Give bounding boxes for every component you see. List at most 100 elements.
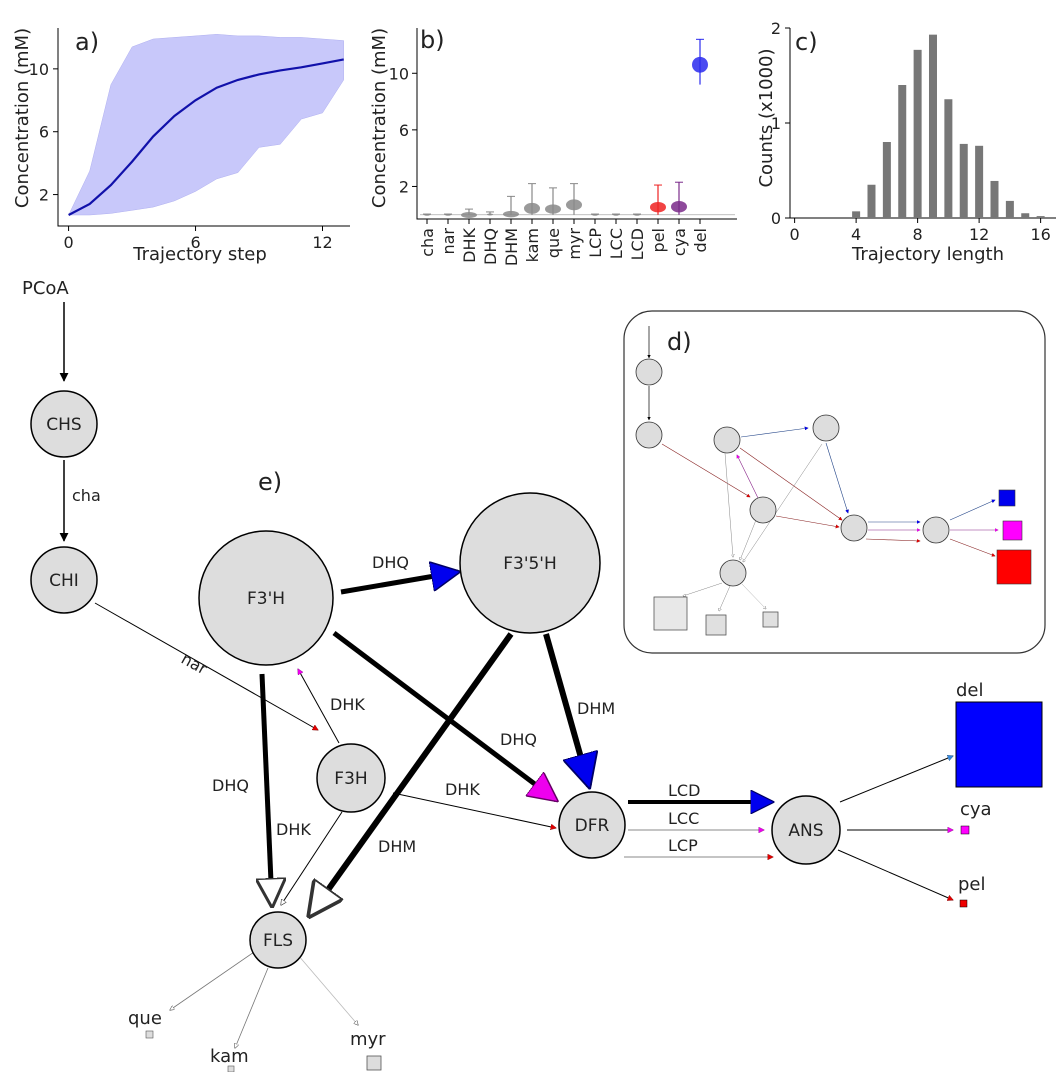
node-label-chi: CHI [49, 571, 79, 591]
inset-node-7 [922, 516, 950, 544]
edge-label-dhq2: DHQ [500, 730, 537, 749]
chart-b-violin-body [461, 212, 477, 219]
product-cya-square [960, 825, 970, 835]
chart-c-bar [990, 180, 999, 218]
edge-label-dhm1: DHM [378, 837, 416, 856]
inset-edge-13 [865, 538, 920, 541]
chart-c-bar [1021, 213, 1030, 218]
inset-edge-10 [743, 443, 823, 562]
chart-b-xtick-label: del [691, 228, 710, 252]
chart-b-xtick-label: cha [418, 228, 437, 257]
inset-node-6 [840, 514, 868, 542]
product-label-pel: pel [958, 874, 986, 895]
inset-edge-17 [683, 582, 723, 596]
chart-a-xlabel: Trajectory step [132, 244, 267, 265]
chart-c-xtick-label: 0 [790, 225, 800, 244]
node-f3h-prime: F3'H [198, 530, 334, 666]
panel-label-c: c) [795, 28, 818, 56]
chart-a-ytick-label: 2 [39, 186, 49, 205]
inset-square-kam [705, 614, 727, 636]
edge-f3h-fls [262, 673, 272, 905]
edge-label-dhq3: DHQ [212, 776, 249, 795]
chart-a-xtick-label: 0 [63, 233, 73, 252]
node-dfr: DFR [558, 791, 626, 859]
product-label-myr: myr [350, 1029, 386, 1050]
inset-square-cya [1002, 520, 1023, 541]
inset-node-5 [749, 496, 777, 524]
chart-b-ytick-label: 10 [389, 64, 409, 83]
chart-c-ytick-label: 2 [771, 19, 781, 38]
chart-c-bar [852, 211, 861, 218]
inset-node-4 [812, 414, 840, 442]
chart-b-xtick-label: myr [565, 228, 584, 260]
chart-b-xtick-label: que [544, 228, 563, 258]
edge-fls-myr [297, 954, 358, 1025]
chart-b-xtick-label: LCD [628, 228, 647, 260]
inset-edge-18 [719, 585, 731, 611]
inset-edge-6 [737, 455, 759, 499]
inset-square-pel [996, 549, 1032, 585]
chart-b-xtick-label: DHM [502, 228, 521, 266]
edge-label-dhk2: DHK [445, 780, 480, 799]
chart-b-xtick-label: LCP [586, 228, 605, 258]
chart-b-xtick-label: DHQ [481, 228, 500, 265]
product-label-del: del [956, 680, 984, 701]
product-myr-square [366, 1055, 382, 1071]
node-chi: CHI [30, 546, 98, 614]
inset-edge-16 [949, 538, 995, 556]
inset-edge-5 [724, 452, 733, 557]
node-fls: FLS [249, 911, 307, 969]
edge-label-lcd: LCD [668, 781, 700, 800]
inset-node-8 [719, 559, 747, 587]
inset-edge-19 [741, 583, 766, 609]
product-pel-square [959, 899, 968, 908]
edge-f3h-dfr-dhk [392, 792, 556, 828]
chart-a-ylabel: Concentration (mM) [12, 28, 33, 208]
chart-b-xtick-label: DHK [460, 227, 479, 262]
inset-square-del [998, 489, 1016, 507]
chart-b-violin-body [524, 202, 540, 214]
chart-b-violin-body [487, 213, 493, 216]
product-del-square [955, 701, 1043, 788]
product-label-que: que [128, 1008, 162, 1029]
chart-b-violin-body [545, 204, 561, 214]
edge-fls-kam [235, 967, 269, 1048]
chart-c-xtick-label: 12 [969, 225, 989, 244]
chart-c-xtick-label: 16 [1030, 225, 1050, 244]
chart-b-ylabel: Concentration (mM) [369, 28, 390, 208]
chart-c-xlabel: Trajectory length [851, 244, 1004, 265]
product-kam-square [227, 1065, 235, 1072]
chart-c: c) Counts (x1000) Trajectory length 0 4 8 1… [756, 19, 1056, 265]
edge-label-cha: cha [72, 486, 101, 505]
edge-label-dhk1: DHK [330, 695, 365, 714]
chart-b-ytick-label: 2 [399, 177, 409, 196]
panel-label-b: b) [420, 26, 445, 54]
chart-b-violin-body [503, 210, 519, 218]
inset-square-que [653, 596, 688, 631]
chart-b-xtick-label: kam [523, 228, 542, 262]
chart-c-bar [1036, 216, 1045, 218]
edge-f35h-fls [310, 632, 514, 915]
inset-square-myr [762, 611, 779, 628]
inset-edge-8 [740, 519, 757, 560]
chart-b-violin-body [650, 201, 666, 213]
node-label-dfr: DFR [575, 816, 610, 836]
chart-b-xtick-label: nar [439, 228, 458, 255]
panel-label-e: e) [258, 468, 282, 496]
chart-a-ytick-label: 10 [29, 60, 49, 79]
edge-f3h-to-f3h [298, 669, 340, 744]
chart-c-bar [898, 85, 907, 218]
edge-ans-del [839, 756, 953, 803]
node-label-f3h: F3H [334, 769, 367, 789]
chart-a-xtick-label: 6 [190, 233, 200, 252]
edge-f3h-f3-5h [340, 572, 458, 595]
chart-a-xtick-label: 12 [312, 233, 332, 252]
source-label: PCoA [22, 278, 69, 299]
chart-c-bar [913, 49, 922, 218]
node-f3-5h: F3'5'H [459, 492, 601, 634]
chart-c-ytick-label: 0 [771, 209, 781, 228]
inset-node-1 [635, 358, 663, 386]
chart-c-xtick-label: 4 [851, 225, 861, 244]
edge-label-lcp: LCP [668, 836, 698, 855]
